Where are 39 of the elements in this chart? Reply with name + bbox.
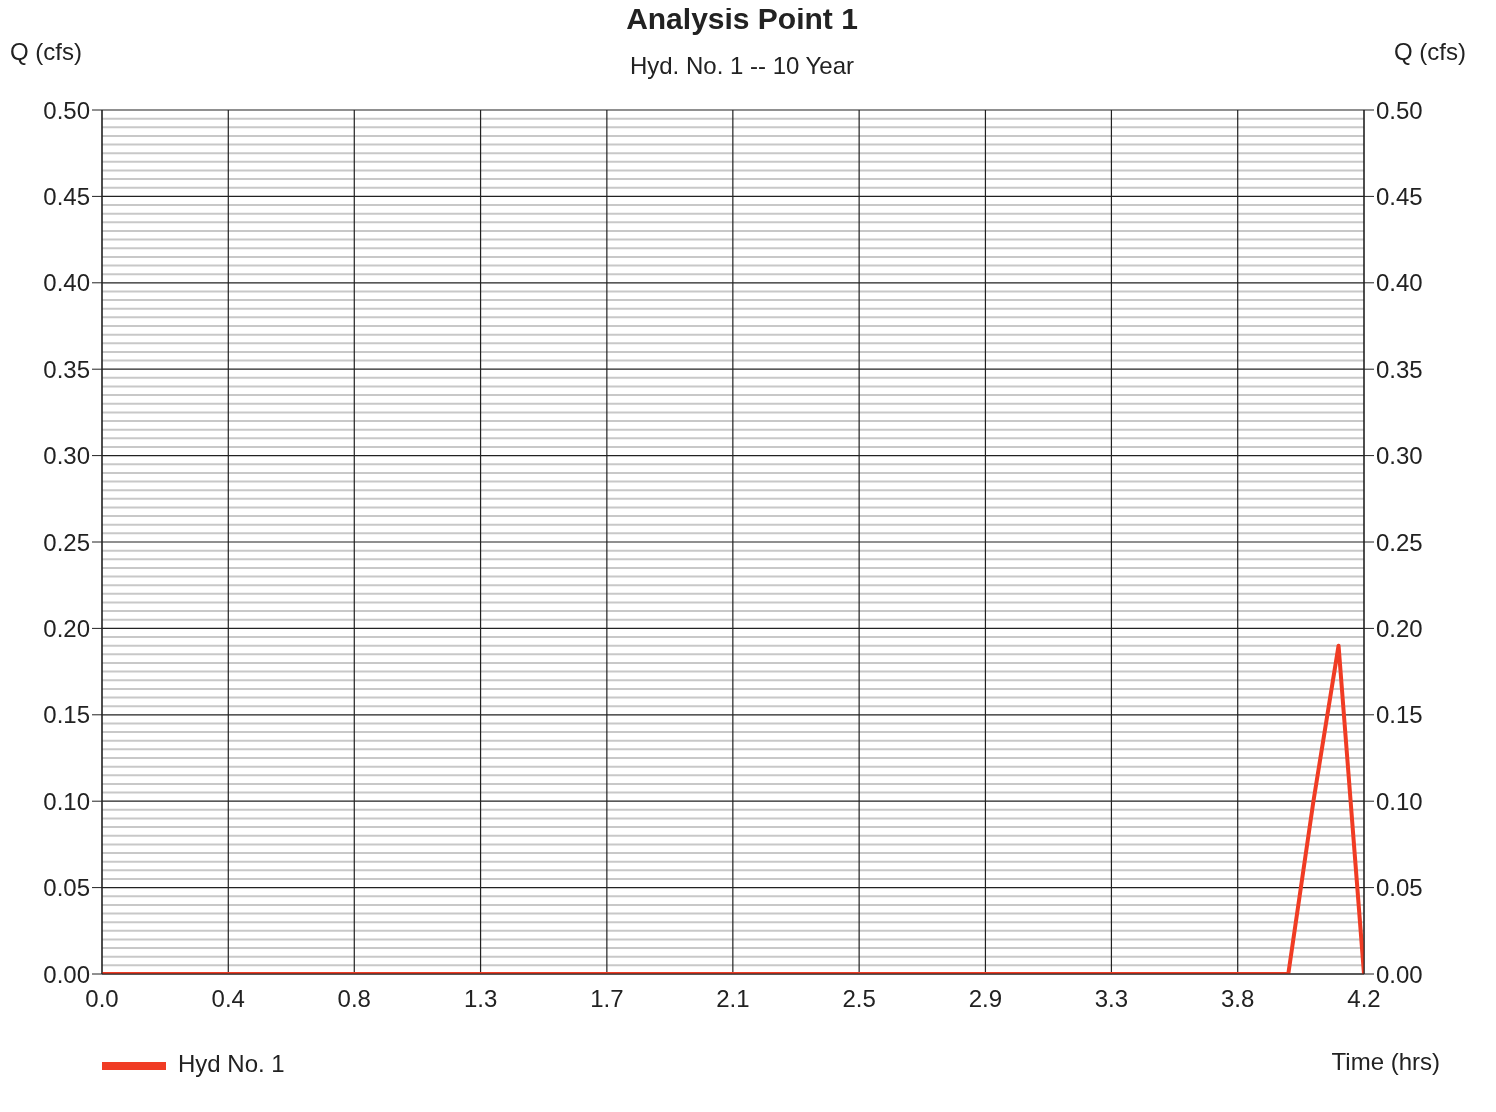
legend-label: Hyd No. 1 bbox=[178, 1050, 285, 1078]
x-tick-label: 4.2 bbox=[1347, 985, 1381, 1013]
y2-tick-label: 0.00 bbox=[1376, 960, 1423, 988]
chart-subtitle: Hyd. No. 1 -- 10 Year bbox=[629, 52, 855, 79]
y-tick-label: 0.25 bbox=[43, 528, 90, 556]
x-tick-label: 0.8 bbox=[337, 985, 371, 1013]
x-tick-label: 3.3 bbox=[1094, 985, 1129, 1013]
x-axis-title: Time (hrs) bbox=[1331, 1048, 1440, 1076]
y-tick-label: 0.15 bbox=[43, 701, 90, 729]
y-tick-label: 0.30 bbox=[43, 442, 90, 470]
x-tick-label: 2.9 bbox=[968, 985, 1003, 1013]
x-tick-label: 1.3 bbox=[463, 985, 498, 1013]
y2-tick-label: 0.40 bbox=[1376, 269, 1423, 297]
x-tick-label: 3.8 bbox=[1221, 985, 1255, 1013]
y2-axis-title: Q (cfs) bbox=[1394, 38, 1466, 66]
y-tick-label: 0.10 bbox=[43, 787, 90, 815]
x-tick-label: 2.1 bbox=[716, 985, 750, 1013]
y2-tick-label: 0.45 bbox=[1376, 182, 1423, 210]
x-tick-label: 0.4 bbox=[211, 985, 245, 1013]
y2-tick-label: 0.25 bbox=[1376, 528, 1423, 556]
y2-tick-label: 0.10 bbox=[1376, 787, 1423, 815]
y-tick-label: 0.40 bbox=[43, 269, 90, 297]
y2-tick-label: 0.20 bbox=[1376, 614, 1423, 642]
y-tick-label: 0.20 bbox=[43, 614, 90, 642]
y-tick-label: 0.50 bbox=[43, 96, 90, 124]
y2-tick-label: 0.35 bbox=[1376, 355, 1423, 383]
y-tick-label: 0.35 bbox=[43, 355, 90, 383]
y2-tick-label: 0.05 bbox=[1376, 874, 1423, 902]
y-tick-label: 0.05 bbox=[43, 874, 90, 902]
y-axis-title: Q (cfs) bbox=[10, 38, 82, 66]
x-tick-label: 1.7 bbox=[590, 985, 624, 1013]
y2-tick-label: 0.30 bbox=[1376, 442, 1423, 470]
x-tick-label: 0.0 bbox=[85, 985, 119, 1013]
chart-title: Analysis Point 1 bbox=[625, 7, 859, 36]
y2-tick-label: 0.15 bbox=[1376, 701, 1423, 729]
y2-tick-label: 0.50 bbox=[1376, 96, 1423, 124]
y-tick-label: 0.00 bbox=[43, 960, 90, 988]
x-tick-label: 2.5 bbox=[842, 985, 876, 1013]
y-tick-label: 0.45 bbox=[43, 182, 90, 210]
